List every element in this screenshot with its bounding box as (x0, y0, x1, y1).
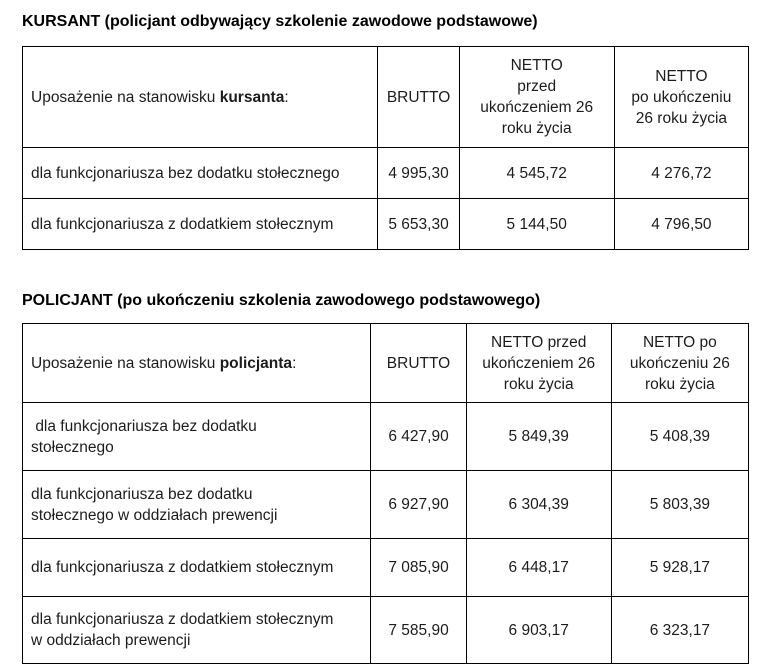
policjant-col-header-netto-before-26: NETTO przed ukończeniem 26 roku życia (465, 323, 612, 403)
row-label: dla funkcjonariusza bez dodatku stołeczn… (21, 147, 379, 199)
kursant-header-label-cell: Uposażenie na stanowisku kursanta: (21, 46, 379, 148)
netto-after-26-value: 5 928,17 (610, 538, 750, 597)
policjant-header-label-prefix: Uposażenie na stanowisku (31, 354, 220, 372)
kursant-col-header-brutto: BRUTTO (377, 46, 460, 148)
section-heading-kursant: KURSANT (policjant odbywający szkolenie … (22, 13, 538, 30)
brutto-value: 7 585,90 (370, 596, 467, 664)
policjant-header-label-bold: policjanta (219, 354, 293, 372)
section-heading-policjant: POLICJANT (po ukończeniu szkolenia zawod… (22, 292, 541, 309)
netto-before-26-value: 6 903,17 (465, 596, 612, 664)
policjant-row-with-capital-allowance-prevention: dla funkcjonariusza z dodatkiem stołeczn… (21, 596, 750, 664)
policjant-header-label-suffix: : (292, 354, 297, 372)
policjant-header-label-cell: Uposażenie na stanowisku policjanta: (21, 323, 372, 403)
policjant-row-no-capital-allowance: dla funkcjonariusza bez dodatku stołeczn… (21, 402, 750, 471)
row-label: dla funkcjonariusza bez dodatku stołeczn… (21, 402, 372, 471)
netto-after-26-value: 6 323,17 (610, 596, 750, 664)
policjant-row-with-capital-allowance: dla funkcjonariusza z dodatkiem stołeczn… (21, 538, 750, 597)
policjant-col-header-netto-after-26: NETTO po ukończeniu 26 roku życia (610, 323, 750, 403)
brutto-value: 5 653,30 (377, 198, 460, 250)
policjant-header-row: Uposażenie na stanowisku policjanta: BRU… (21, 323, 750, 403)
row-label: dla funkcjonariusza z dodatkiem stołeczn… (21, 538, 372, 597)
netto-before-26-value: 5 144,50 (458, 198, 615, 250)
brutto-value: 6 927,90 (370, 470, 467, 539)
kursant-col-header-netto-after-26: NETTO po ukończeniu 26 roku życia (613, 46, 750, 148)
netto-after-26-value: 5 803,39 (610, 470, 750, 539)
policjant-col-header-brutto: BRUTTO (370, 323, 467, 403)
row-label: dla funkcjonariusza z dodatkiem stołeczn… (21, 198, 379, 250)
netto-after-26-value: 5 408,39 (610, 402, 750, 471)
kursant-header-label-prefix: Uposażenie na stanowisku (31, 88, 220, 106)
netto-before-26-value: 6 448,17 (465, 538, 612, 597)
netto-before-26-value: 5 849,39 (465, 402, 612, 471)
netto-before-26-value: 6 304,39 (465, 470, 612, 539)
kursant-header-label-suffix: : (284, 88, 289, 106)
netto-after-26-value: 4 276,72 (613, 147, 750, 199)
kursant-header-row: Uposażenie na stanowisku kursanta: BRUTT… (21, 46, 750, 148)
row-label: dla funkcjonariusza bez dodatku stołeczn… (21, 470, 372, 539)
policjant-row-no-capital-allowance-prevention: dla funkcjonariusza bez dodatku stołeczn… (21, 470, 750, 539)
brutto-value: 6 427,90 (370, 402, 467, 471)
brutto-value: 4 995,30 (377, 147, 460, 199)
kursant-row-no-capital-allowance: dla funkcjonariusza bez dodatku stołeczn… (21, 147, 750, 199)
row-label: dla funkcjonariusza z dodatkiem stołeczn… (21, 596, 372, 664)
policjant-salary-table: Uposażenie na stanowisku policjanta: BRU… (21, 323, 750, 664)
netto-after-26-value: 4 796,50 (613, 198, 750, 250)
kursant-row-with-capital-allowance: dla funkcjonariusza z dodatkiem stołeczn… (21, 198, 750, 250)
brutto-value: 7 085,90 (370, 538, 467, 597)
kursant-header-label-bold: kursanta (219, 88, 285, 106)
kursant-col-header-netto-before-26: NETTO przed ukończeniem 26 roku życia (458, 46, 615, 148)
kursant-salary-table: Uposażenie na stanowisku kursanta: BRUTT… (21, 46, 750, 250)
netto-before-26-value: 4 545,72 (458, 147, 615, 199)
